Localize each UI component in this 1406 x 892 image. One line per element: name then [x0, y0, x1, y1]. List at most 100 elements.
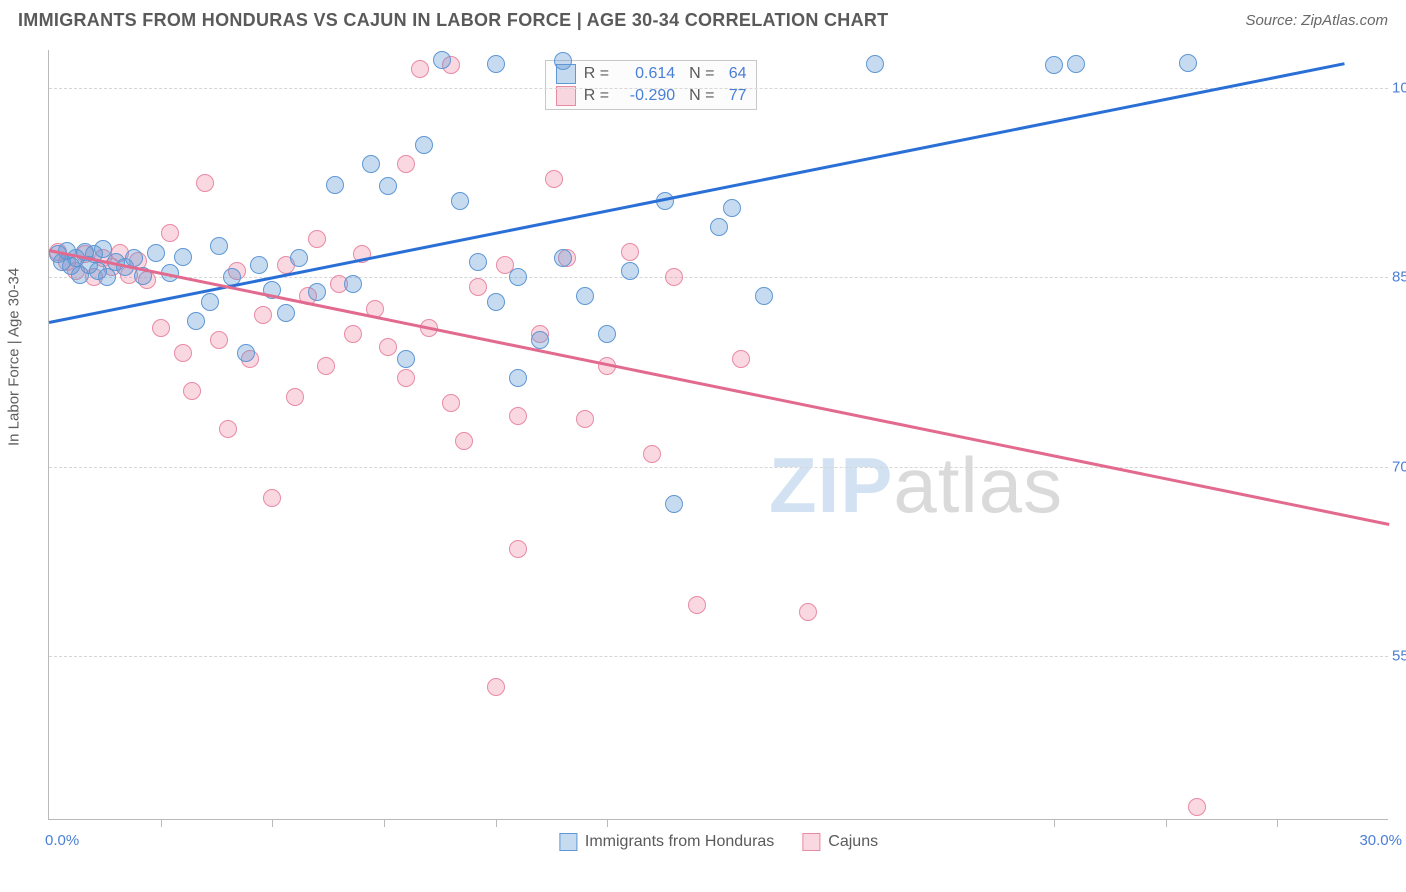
- data-point-blue: [344, 275, 362, 293]
- data-point-blue: [308, 283, 326, 301]
- data-point-blue: [487, 293, 505, 311]
- data-point-pink: [621, 243, 639, 261]
- chart-plot-area: ZIPatlas R = 0.614 N = 64 R = -0.290 N =…: [48, 50, 1388, 820]
- data-point-blue: [277, 304, 295, 322]
- data-point-blue: [210, 237, 228, 255]
- data-point-pink: [152, 319, 170, 337]
- data-point-blue: [250, 256, 268, 274]
- x-min-label: 0.0%: [45, 832, 79, 849]
- x-max-label: 30.0%: [1359, 832, 1402, 849]
- data-point-blue: [362, 155, 380, 173]
- data-point-blue: [326, 176, 344, 194]
- data-point-pink: [509, 407, 527, 425]
- data-point-blue: [469, 253, 487, 271]
- data-point-pink: [442, 394, 460, 412]
- data-point-pink: [411, 60, 429, 78]
- data-point-blue: [415, 136, 433, 154]
- y-tick-label: 55.0%: [1392, 647, 1406, 664]
- data-point-pink: [799, 603, 817, 621]
- gridline: [49, 467, 1388, 468]
- data-point-blue: [451, 192, 469, 210]
- bottom-legend: Immigrants from Honduras Cajuns: [559, 833, 878, 851]
- data-point-pink: [455, 432, 473, 450]
- data-point-blue: [174, 248, 192, 266]
- data-point-pink: [397, 369, 415, 387]
- data-point-pink: [174, 344, 192, 362]
- data-point-pink: [732, 350, 750, 368]
- data-point-pink: [545, 170, 563, 188]
- data-point-blue: [621, 262, 639, 280]
- data-point-pink: [161, 224, 179, 242]
- x-tick: [161, 819, 162, 827]
- data-point-pink: [379, 338, 397, 356]
- legend-n-value-blue: 64: [722, 65, 746, 83]
- data-point-pink: [210, 331, 228, 349]
- x-tick: [1277, 819, 1278, 827]
- source-attribution: Source: ZipAtlas.com: [1245, 12, 1388, 29]
- legend-r-value-pink: -0.290: [617, 87, 675, 105]
- legend-r-label: R =: [584, 87, 609, 105]
- data-point-pink: [263, 489, 281, 507]
- data-point-pink: [196, 174, 214, 192]
- bottom-legend-swatch-blue: [559, 833, 577, 851]
- data-point-blue: [576, 287, 594, 305]
- x-tick: [384, 819, 385, 827]
- data-point-pink: [1188, 798, 1206, 816]
- data-point-blue: [531, 331, 549, 349]
- data-point-pink: [576, 410, 594, 428]
- data-point-pink: [317, 357, 335, 375]
- data-point-blue: [509, 369, 527, 387]
- bottom-legend-label-blue: Immigrants from Honduras: [585, 833, 774, 851]
- bottom-legend-label-pink: Cajuns: [828, 833, 878, 851]
- data-point-blue: [755, 287, 773, 305]
- x-tick: [607, 819, 608, 827]
- data-point-blue: [487, 55, 505, 73]
- data-point-blue: [554, 249, 572, 267]
- data-point-blue: [237, 344, 255, 362]
- legend-r-label: R =: [584, 65, 609, 83]
- data-point-pink: [308, 230, 326, 248]
- data-point-blue: [710, 218, 728, 236]
- watermark: ZIPatlas: [769, 440, 1063, 531]
- data-point-blue: [1045, 56, 1063, 74]
- data-point-pink: [286, 388, 304, 406]
- trend-line-pink: [49, 249, 1389, 525]
- data-point-blue: [723, 199, 741, 217]
- legend-row-blue: R = 0.614 N = 64: [556, 64, 747, 84]
- data-point-pink: [254, 306, 272, 324]
- bottom-legend-item-blue: Immigrants from Honduras: [559, 833, 774, 851]
- data-point-pink: [344, 325, 362, 343]
- data-point-blue: [598, 325, 616, 343]
- data-point-blue: [147, 244, 165, 262]
- legend-n-value-pink: 77: [722, 87, 746, 105]
- gridline: [49, 656, 1388, 657]
- watermark-zip: ZIP: [769, 441, 893, 529]
- data-point-blue: [201, 293, 219, 311]
- legend-row-pink: R = -0.290 N = 77: [556, 86, 747, 106]
- data-point-blue: [866, 55, 884, 73]
- data-point-pink: [643, 445, 661, 463]
- data-point-pink: [219, 420, 237, 438]
- bottom-legend-swatch-pink: [802, 833, 820, 851]
- x-tick: [272, 819, 273, 827]
- data-point-blue: [1179, 54, 1197, 72]
- x-tick: [1166, 819, 1167, 827]
- data-point-blue: [1067, 55, 1085, 73]
- legend-n-label: N =: [689, 65, 714, 83]
- data-point-blue: [379, 177, 397, 195]
- legend-swatch-pink: [556, 86, 576, 106]
- legend-r-value-blue: 0.614: [617, 65, 675, 83]
- data-point-blue: [290, 249, 308, 267]
- correlation-legend-box: R = 0.614 N = 64 R = -0.290 N = 77: [545, 60, 758, 110]
- data-point-blue: [665, 495, 683, 513]
- gridline: [49, 277, 1388, 278]
- data-point-pink: [397, 155, 415, 173]
- data-point-blue: [187, 312, 205, 330]
- data-point-blue: [554, 52, 572, 70]
- data-point-blue: [433, 51, 451, 69]
- data-point-blue: [509, 268, 527, 286]
- data-point-pink: [183, 382, 201, 400]
- y-tick-label: 70.0%: [1392, 458, 1406, 475]
- data-point-pink: [469, 278, 487, 296]
- y-tick-label: 100.0%: [1392, 79, 1406, 96]
